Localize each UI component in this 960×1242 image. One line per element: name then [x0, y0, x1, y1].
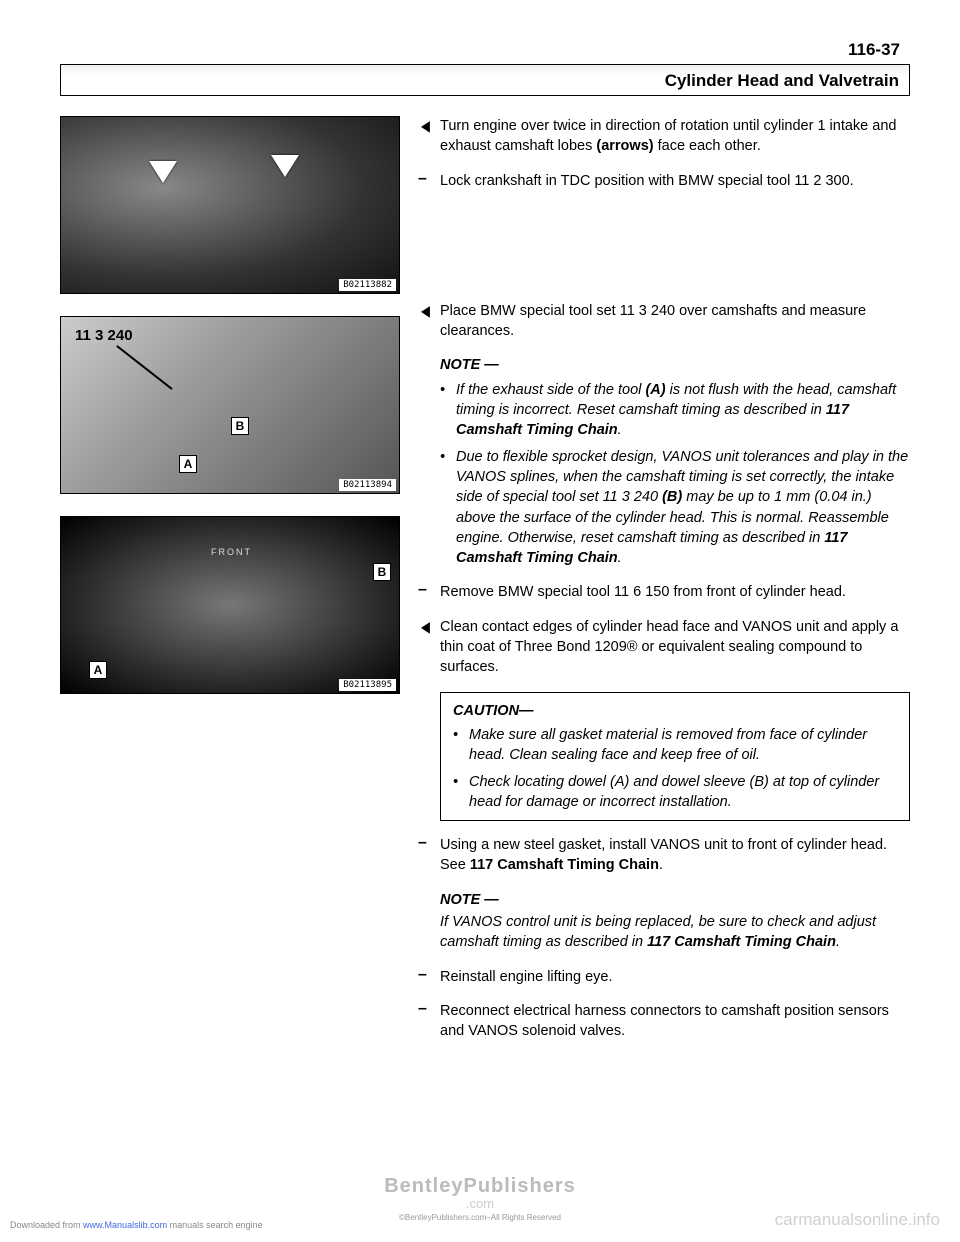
bullet-icon: • [453, 725, 469, 766]
bullet-icon: • [440, 447, 456, 569]
figure-3: A B FRONT B02113895 [60, 516, 400, 694]
text: If the exhaust side of the tool [456, 382, 645, 398]
pointer-icon [418, 116, 440, 157]
figure-column: B02113882 11 3 240 A B B02113894 A B FRO… [60, 116, 400, 1056]
step-paragraph: Clean contact edges of cylinder head fac… [418, 617, 910, 678]
dash-icon: – [418, 582, 440, 602]
arrow-icon [271, 155, 299, 177]
bullet-list: • If the exhaust side of the tool (A) is… [440, 380, 910, 569]
content-area: B02113882 11 3 240 A B B02113894 A B FRO… [60, 116, 910, 1056]
item-text: Due to flexible sprocket design, VANOS u… [456, 447, 910, 569]
text: . [618, 550, 622, 566]
step-paragraph: – Reconnect electrical harness connector… [418, 1001, 910, 1042]
step-paragraph: – Remove BMW special tool 11 6 150 from … [418, 582, 910, 602]
note-block: NOTE — If VANOS control unit is being re… [440, 890, 910, 953]
list-item: • Due to flexible sprocket design, VANOS… [440, 447, 910, 569]
text: face each other. [654, 138, 761, 154]
figure-id: B02113895 [339, 679, 396, 691]
watermark: carmanualsonline.info [775, 1210, 940, 1230]
dash-icon: – [418, 967, 440, 987]
tool-label: 11 3 240 [75, 327, 133, 344]
caution-box: CAUTION— • Make sure all gasket material… [440, 692, 910, 821]
step-paragraph: – Using a new steel gasket, install VANO… [418, 835, 910, 876]
text: . [659, 857, 663, 873]
marker-b: B [373, 563, 391, 581]
figure-id: B02113894 [339, 479, 396, 491]
marker-a: A [179, 455, 197, 473]
figure-2: 11 3 240 A B B02113894 [60, 316, 400, 494]
text: 117 Camshaft Timing Chain [647, 934, 836, 950]
figure-1: B02113882 [60, 116, 400, 294]
front-label: FRONT [211, 547, 252, 557]
item-text: Check locating dowel (A) and dowel sleev… [469, 772, 897, 813]
step-text: Using a new steel gasket, install VANOS … [440, 835, 910, 876]
leader-line [117, 345, 173, 389]
list-item: • Check locating dowel (A) and dowel sle… [453, 772, 897, 813]
arrow-icon [149, 161, 177, 183]
step-paragraph: Turn engine over twice in direction of r… [418, 116, 910, 157]
text-bold: (arrows) [596, 138, 653, 154]
text: . [836, 934, 840, 950]
item-text: If the exhaust side of the tool (A) is n… [456, 380, 910, 441]
figure-id: B02113882 [339, 279, 396, 291]
text: manuals search engine [167, 1220, 263, 1230]
manualslib-link[interactable]: www.Manualslib.com [83, 1220, 167, 1230]
bullet-icon: • [453, 772, 469, 813]
dash-icon: – [418, 171, 440, 191]
publisher-dotcom: .com [0, 1196, 960, 1211]
step-text: Reinstall engine lifting eye. [440, 967, 910, 987]
step-paragraph: – Reinstall engine lifting eye. [418, 967, 910, 987]
marker-b: B [231, 417, 249, 435]
text: . [618, 422, 622, 438]
step-text: Lock crankshaft in TDC position with BMW… [440, 171, 910, 191]
note-text: If VANOS control unit is being replaced,… [440, 912, 910, 953]
step-text: Reconnect electrical harness connectors … [440, 1001, 910, 1042]
list-item: • If the exhaust side of the tool (A) is… [440, 380, 910, 441]
pointer-icon [418, 617, 440, 678]
note-block: NOTE — • If the exhaust side of the tool… [440, 355, 910, 568]
step-text: Turn engine over twice in direction of r… [440, 116, 910, 157]
pointer-icon [418, 301, 440, 342]
bullet-icon: • [440, 380, 456, 441]
text: Downloaded from [10, 1220, 83, 1230]
step-text: Place BMW special tool set 11 3 240 over… [440, 301, 910, 342]
page-number: 116-37 [60, 40, 910, 60]
step-paragraph: – Lock crankshaft in TDC position with B… [418, 171, 910, 191]
step-text: Clean contact edges of cylinder head fac… [440, 617, 910, 678]
note-label: NOTE — [440, 890, 910, 910]
text: (B) [662, 489, 682, 505]
caution-label: CAUTION— [453, 701, 897, 721]
text: (A) [645, 382, 665, 398]
note-label: NOTE — [440, 355, 910, 375]
publisher-name: BentleyPublishers [0, 1175, 960, 1198]
text: 117 Camshaft Timing Chain [470, 857, 659, 873]
dash-icon: – [418, 1001, 440, 1042]
download-line: Downloaded from www.Manualslib.com manua… [10, 1220, 263, 1230]
step-paragraph: Place BMW special tool set 11 3 240 over… [418, 301, 910, 342]
section-header: Cylinder Head and Valvetrain [60, 64, 910, 96]
spacer [418, 205, 910, 301]
marker-a: A [89, 661, 107, 679]
text-column: Turn engine over twice in direction of r… [418, 116, 910, 1056]
item-text: Make sure all gasket material is removed… [469, 725, 897, 766]
step-text: Remove BMW special tool 11 6 150 from fr… [440, 582, 910, 602]
dash-icon: – [418, 835, 440, 876]
list-item: • Make sure all gasket material is remov… [453, 725, 897, 766]
